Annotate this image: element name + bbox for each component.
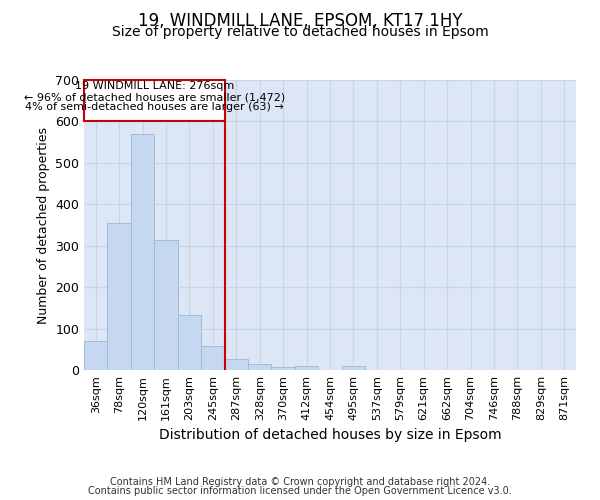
Text: 19 WINDMILL LANE: 276sqm: 19 WINDMILL LANE: 276sqm (74, 81, 234, 91)
Bar (84, 341, 107, 370)
Bar (154, 240, 178, 370)
Text: Contains public sector information licensed under the Open Government Licence v3: Contains public sector information licen… (88, 486, 512, 496)
X-axis label: Distribution of detached houses by size in Epsom: Distribution of detached houses by size … (158, 428, 502, 442)
Bar (342, 366, 365, 370)
Bar (201, 346, 224, 370)
Text: Contains HM Land Registry data © Crown copyright and database right 2024.: Contains HM Land Registry data © Crown c… (110, 477, 490, 487)
Bar (131, 134, 154, 370)
Bar (107, 223, 131, 370)
Bar (178, 315, 201, 370)
Bar (295, 366, 318, 370)
Text: 4% of semi-detached houses are larger (63) →: 4% of semi-detached houses are larger (6… (25, 102, 284, 112)
FancyBboxPatch shape (84, 80, 224, 122)
Bar (248, 364, 271, 370)
Bar (271, 366, 295, 370)
Text: Size of property relative to detached houses in Epsom: Size of property relative to detached ho… (112, 25, 488, 39)
Y-axis label: Number of detached properties: Number of detached properties (37, 126, 50, 324)
Bar (224, 359, 248, 370)
Text: 19, WINDMILL LANE, EPSOM, KT17 1HY: 19, WINDMILL LANE, EPSOM, KT17 1HY (138, 12, 462, 30)
Text: ← 96% of detached houses are smaller (1,472): ← 96% of detached houses are smaller (1,… (23, 92, 285, 102)
